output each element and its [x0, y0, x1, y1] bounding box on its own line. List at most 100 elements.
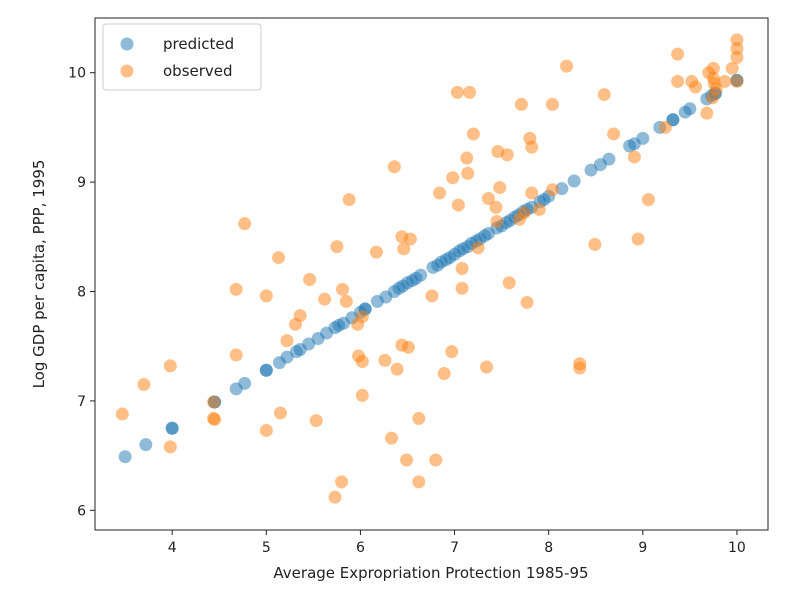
point-predicted	[259, 363, 273, 377]
point-predicted	[280, 350, 294, 364]
point-observed	[384, 431, 398, 445]
point-predicted	[602, 152, 616, 166]
point-observed	[318, 292, 332, 306]
point-predicted	[584, 163, 598, 177]
point-observed	[403, 232, 417, 246]
point-observed	[280, 334, 294, 348]
point-observed	[429, 453, 443, 467]
point-observed	[445, 345, 459, 359]
x-axis-ticks: 4 5 6 7 8 9 10	[168, 530, 746, 556]
point-observed	[342, 193, 356, 207]
point-observed	[532, 202, 546, 216]
point-observed	[455, 262, 469, 276]
x-axis-label: Average Expropriation Protection 1985-95	[273, 564, 588, 582]
point-observed	[597, 88, 611, 102]
legend-marker-observed	[120, 64, 134, 78]
point-predicted	[302, 337, 316, 351]
point-predicted	[165, 421, 179, 435]
point-observed	[369, 245, 383, 259]
point-observed	[725, 61, 739, 75]
point-observed	[355, 355, 369, 369]
point-observed	[730, 50, 744, 64]
y-tick-label: 6	[77, 503, 86, 519]
point-predicted	[567, 174, 581, 188]
point-observed	[545, 183, 559, 197]
y-tick-label: 9	[77, 175, 86, 191]
point-observed	[466, 127, 480, 141]
point-observed	[545, 97, 559, 111]
point-observed	[481, 192, 495, 206]
point-observed	[730, 74, 744, 88]
point-observed	[259, 423, 273, 437]
point-observed	[718, 74, 732, 88]
point-observed	[115, 407, 129, 421]
point-observed	[641, 193, 655, 207]
point-predicted	[555, 182, 569, 196]
point-observed	[450, 85, 464, 99]
legend-label-observed: observed	[163, 62, 233, 80]
point-observed	[390, 362, 404, 376]
point-observed	[455, 281, 469, 295]
point-observed	[387, 160, 401, 174]
plot-frame	[94, 17, 769, 531]
y-axis-ticks: 6 7 8 9 10	[68, 66, 95, 519]
point-observed	[607, 127, 621, 141]
point-observed	[437, 367, 451, 381]
y-axis-label: Log GDP per capita, PPP, 1995	[30, 160, 48, 389]
point-predicted	[636, 131, 650, 145]
point-observed	[355, 310, 369, 324]
point-observed	[489, 200, 503, 214]
point-observed	[309, 414, 323, 428]
point-observed	[433, 186, 447, 200]
point-observed	[700, 106, 714, 120]
point-observed	[163, 440, 177, 454]
point-predicted	[414, 268, 428, 282]
point-observed	[525, 186, 539, 200]
point-observed	[208, 413, 222, 427]
point-observed	[137, 377, 151, 391]
point-predicted	[118, 450, 132, 464]
point-observed	[446, 171, 460, 185]
point-observed	[706, 61, 720, 75]
point-observed	[627, 150, 641, 164]
point-observed	[330, 240, 344, 254]
point-observed	[671, 74, 685, 88]
point-observed	[502, 276, 516, 290]
x-tick-label: 10	[728, 540, 746, 556]
x-tick-label: 5	[262, 540, 271, 556]
point-predicted	[139, 438, 153, 452]
point-observed	[293, 309, 307, 323]
legend-label-predicted: predicted	[163, 35, 234, 53]
point-observed	[520, 295, 534, 309]
point-observed	[259, 289, 273, 303]
y-tick-label: 10	[68, 66, 86, 82]
point-observed	[229, 282, 243, 296]
point-observed	[451, 198, 465, 212]
legend-marker-predicted	[120, 37, 134, 51]
point-observed	[463, 85, 477, 99]
point-observed	[238, 217, 252, 231]
x-tick-label: 6	[356, 540, 365, 556]
point-observed	[689, 80, 703, 94]
point-predicted	[238, 376, 252, 390]
point-observed	[355, 388, 369, 402]
point-observed	[303, 272, 317, 286]
point-observed	[500, 148, 514, 162]
point-observed	[397, 242, 411, 256]
point-observed	[400, 453, 414, 467]
point-observed	[412, 475, 426, 489]
point-observed	[490, 214, 504, 228]
point-observed	[412, 411, 426, 425]
point-observed	[514, 97, 528, 111]
point-observed	[335, 475, 349, 489]
point-observed	[273, 406, 287, 420]
point-observed	[631, 232, 645, 246]
legend-box	[102, 23, 262, 91]
point-observed	[328, 490, 342, 504]
point-observed	[425, 289, 439, 303]
point-observed	[560, 59, 574, 73]
point-observed	[207, 395, 221, 409]
point-observed	[471, 241, 485, 255]
y-tick-label: 8	[77, 285, 86, 301]
